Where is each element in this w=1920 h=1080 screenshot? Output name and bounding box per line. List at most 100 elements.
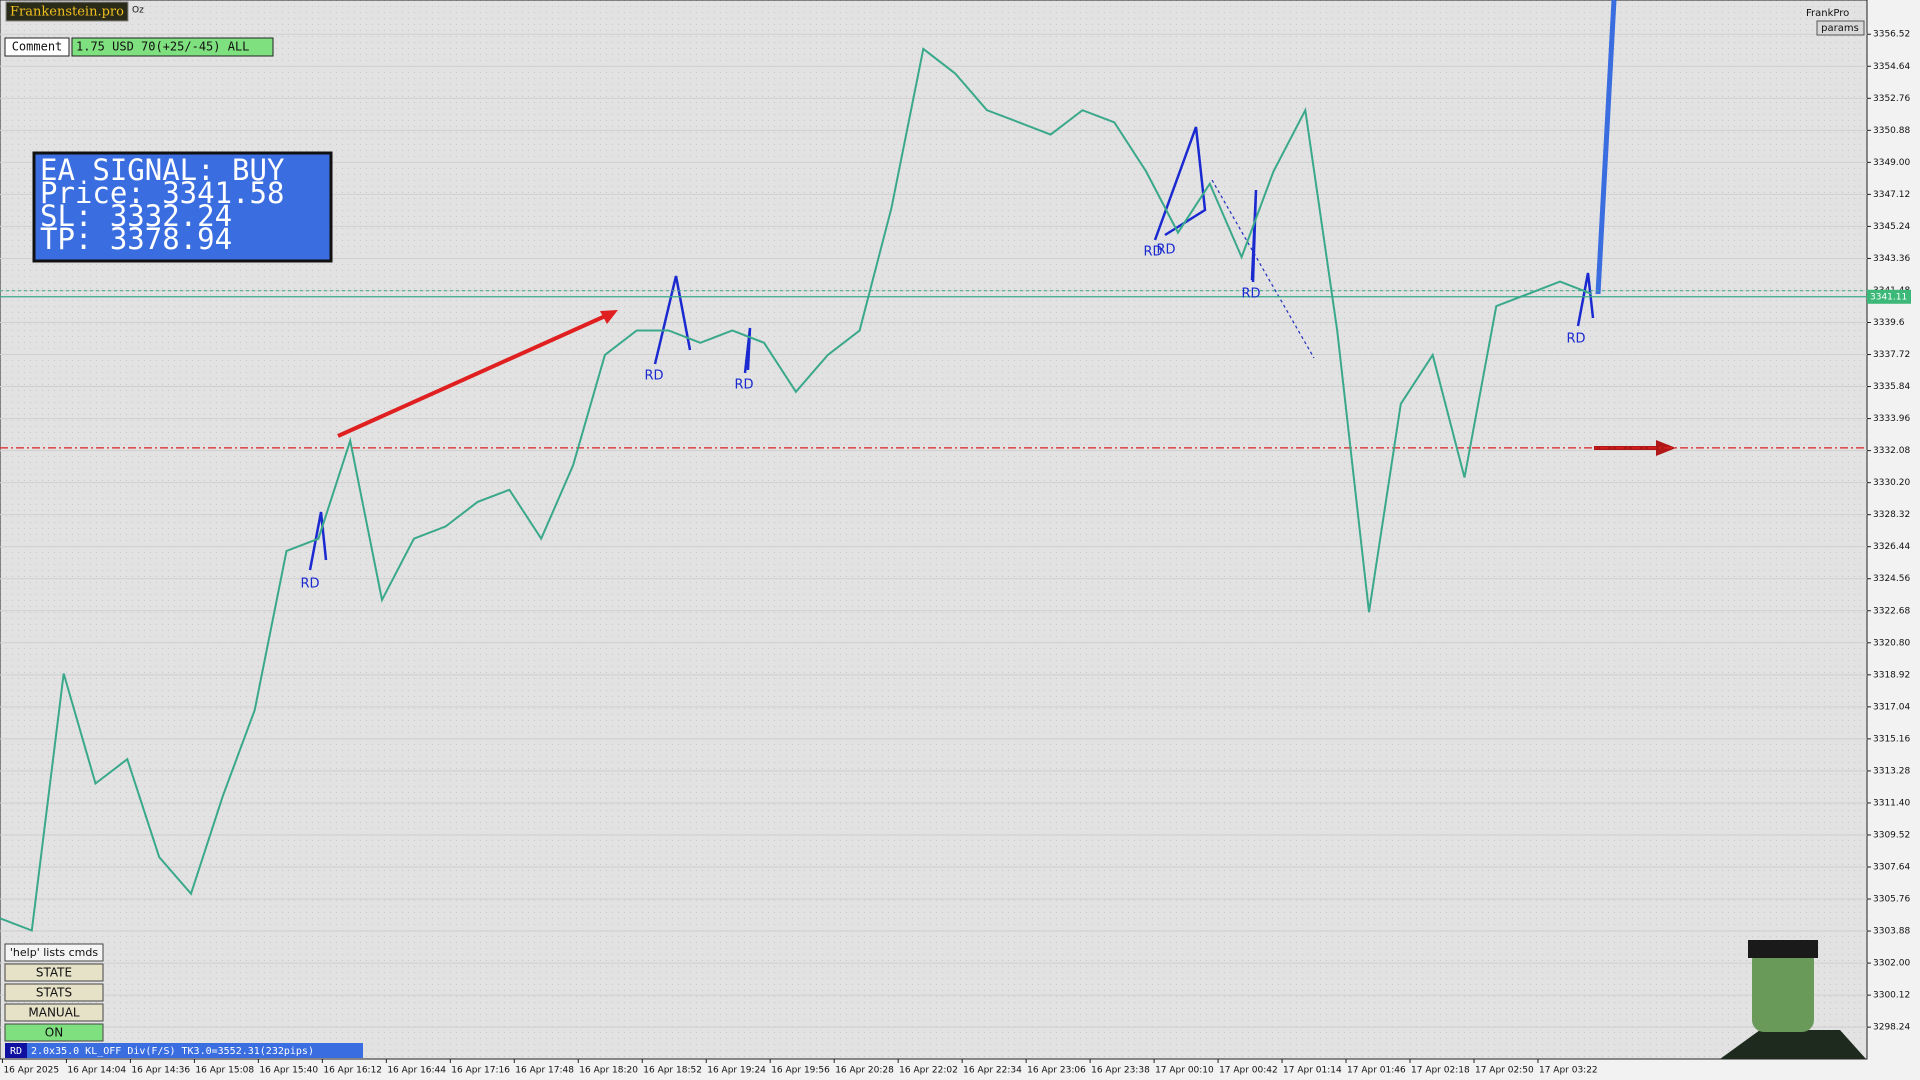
params-label[interactable]: params bbox=[1821, 23, 1859, 34]
x-tick-label: 16 Apr 19:56 bbox=[771, 1066, 830, 1076]
x-tick-label: 16 Apr 15:08 bbox=[195, 1066, 254, 1076]
comment-value: 1.75 USD 70(+25/-45) ALL bbox=[76, 40, 249, 54]
help-text: 'help' lists cmds bbox=[10, 946, 98, 959]
signal-title: EA SIGNAL: BUY bbox=[40, 153, 284, 187]
y-tick-label: 3350.88 bbox=[1873, 126, 1910, 136]
x-tick-label: 17 Apr 00:10 bbox=[1155, 1066, 1214, 1076]
on-label[interactable]: ON bbox=[45, 1026, 63, 1040]
signal-box bbox=[32, 151, 333, 263]
state-button[interactable] bbox=[4, 963, 104, 982]
y-tick-label: 3339.6 bbox=[1873, 318, 1905, 328]
y-tick-label: 3337.72 bbox=[1873, 350, 1910, 360]
annotation: RD bbox=[300, 577, 319, 592]
y-tick-label: 3356.52 bbox=[1873, 30, 1910, 40]
comment-box bbox=[4, 37, 70, 57]
tp-line bbox=[1595, 0, 1617, 295]
y-tick-label: 3318.92 bbox=[1873, 670, 1910, 680]
y-tick-label: 3324.56 bbox=[1873, 574, 1910, 584]
x-tick-label: 16 Apr 17:16 bbox=[451, 1066, 510, 1076]
arrow-head bbox=[600, 310, 618, 324]
projection-line bbox=[1211, 179, 1315, 359]
x-tick-label: 16 Apr 2025 bbox=[3, 1066, 59, 1076]
brand-box bbox=[5, 1, 129, 22]
x-tick-label: 16 Apr 23:38 bbox=[1091, 1066, 1150, 1076]
x-tick-label: 17 Apr 01:46 bbox=[1347, 1066, 1406, 1076]
trend-arrow bbox=[337, 311, 613, 438]
params-button[interactable] bbox=[1816, 20, 1865, 36]
status-bar bbox=[5, 1043, 363, 1058]
stats-button[interactable] bbox=[4, 983, 104, 1002]
y-tick-label: 3345.24 bbox=[1873, 222, 1910, 232]
status-tag-box bbox=[5, 1043, 27, 1058]
x-tick-label: 16 Apr 17:48 bbox=[515, 1066, 574, 1076]
y-tick-label: 3307.64 bbox=[1873, 862, 1910, 872]
on-button[interactable] bbox=[4, 1023, 104, 1042]
annotation: RD bbox=[1566, 332, 1585, 347]
x-tick-label: 16 Apr 14:36 bbox=[131, 1066, 190, 1076]
price-tag bbox=[1867, 289, 1911, 304]
y-tick-label: 3343.36 bbox=[1873, 254, 1910, 264]
x-tick-label: 16 Apr 22:02 bbox=[899, 1066, 958, 1076]
y-tick-label: 3320.80 bbox=[1873, 638, 1910, 648]
annotation: RD bbox=[1143, 245, 1162, 260]
annotation: RD bbox=[1156, 243, 1175, 258]
y-tick-label: 3302.00 bbox=[1873, 959, 1910, 969]
mascot bbox=[1720, 940, 1866, 1059]
x-tick-label: 17 Apr 01:14 bbox=[1283, 1066, 1342, 1076]
x-tick-label: 16 Apr 15:40 bbox=[259, 1066, 318, 1076]
status-tag: RD bbox=[10, 1046, 22, 1057]
profile: FrankPro bbox=[1806, 8, 1849, 19]
y-tick-label: 3322.68 bbox=[1873, 606, 1910, 616]
pattern bbox=[653, 275, 692, 365]
y-tick-label: 3328.32 bbox=[1873, 510, 1910, 520]
y-tick-label: 3354.64 bbox=[1873, 62, 1910, 72]
status-text: 2.0x35.0 KL_OFF Div(F/S) TK3.0=3552.31(2… bbox=[31, 1046, 314, 1057]
x-tick-label: 16 Apr 19:24 bbox=[707, 1066, 766, 1076]
x-tick-label: 17 Apr 00:42 bbox=[1219, 1066, 1278, 1076]
x-tick-label: 16 Apr 20:28 bbox=[835, 1066, 894, 1076]
y-tick-label: 3309.52 bbox=[1873, 830, 1910, 840]
price-tag-label: 3341.11 bbox=[1870, 292, 1907, 302]
y-tick-label: 3315.16 bbox=[1873, 734, 1910, 744]
comment-value-box bbox=[71, 37, 274, 57]
x-tick-label: 16 Apr 23:06 bbox=[1027, 1066, 1086, 1076]
y-tick-label: 3300.12 bbox=[1873, 991, 1910, 1001]
manual-label[interactable]: MANUAL bbox=[28, 1006, 80, 1020]
y-tick-label: 3333.96 bbox=[1873, 414, 1910, 424]
y-tick-label: 3303.88 bbox=[1873, 927, 1910, 937]
x-tick-label: 17 Apr 03:22 bbox=[1539, 1066, 1598, 1076]
pattern bbox=[1576, 272, 1595, 327]
signal-price: Price: 3341.58 bbox=[40, 176, 284, 210]
pattern bbox=[743, 327, 752, 374]
stats-label[interactable]: STATS bbox=[36, 986, 72, 1000]
comment-label: Comment bbox=[12, 40, 63, 54]
y-tick-label: 3330.20 bbox=[1873, 478, 1910, 488]
pattern bbox=[308, 511, 328, 571]
annotation: RD bbox=[644, 369, 663, 384]
x-tick-label: 16 Apr 18:20 bbox=[579, 1066, 638, 1076]
help-box bbox=[4, 943, 104, 962]
y-tick-label: 3347.12 bbox=[1873, 190, 1910, 200]
manual-button[interactable] bbox=[4, 1003, 104, 1022]
x-tick-label: 17 Apr 02:18 bbox=[1411, 1066, 1470, 1076]
y-tick-label: 3332.08 bbox=[1873, 446, 1910, 456]
state-label[interactable]: STATE bbox=[36, 966, 72, 980]
y-tick-label: 3305.76 bbox=[1873, 895, 1910, 905]
x-tick-label: 16 Apr 16:44 bbox=[387, 1066, 446, 1076]
pattern bbox=[1250, 189, 1258, 283]
y-tick-label: 3335.84 bbox=[1873, 382, 1910, 392]
x-tick-label: 16 Apr 14:04 bbox=[67, 1066, 126, 1076]
y-tick-label: 3326.44 bbox=[1873, 542, 1910, 552]
y-tick-label: 3349.00 bbox=[1873, 158, 1910, 168]
y-tick-label: 3298.24 bbox=[1873, 1023, 1910, 1033]
symbol: Oz bbox=[132, 6, 144, 16]
signal-tp: TP: 3378.94 bbox=[40, 222, 232, 256]
x-tick-label: 16 Apr 18:52 bbox=[643, 1066, 702, 1076]
brand: Frankenstein.pro bbox=[10, 5, 124, 20]
x-tick-label: 17 Apr 02:50 bbox=[1475, 1066, 1534, 1076]
y-tick-label: 3352.76 bbox=[1873, 94, 1910, 104]
price-series bbox=[0, 47, 1593, 932]
y-tick-label: 3313.28 bbox=[1873, 766, 1910, 776]
